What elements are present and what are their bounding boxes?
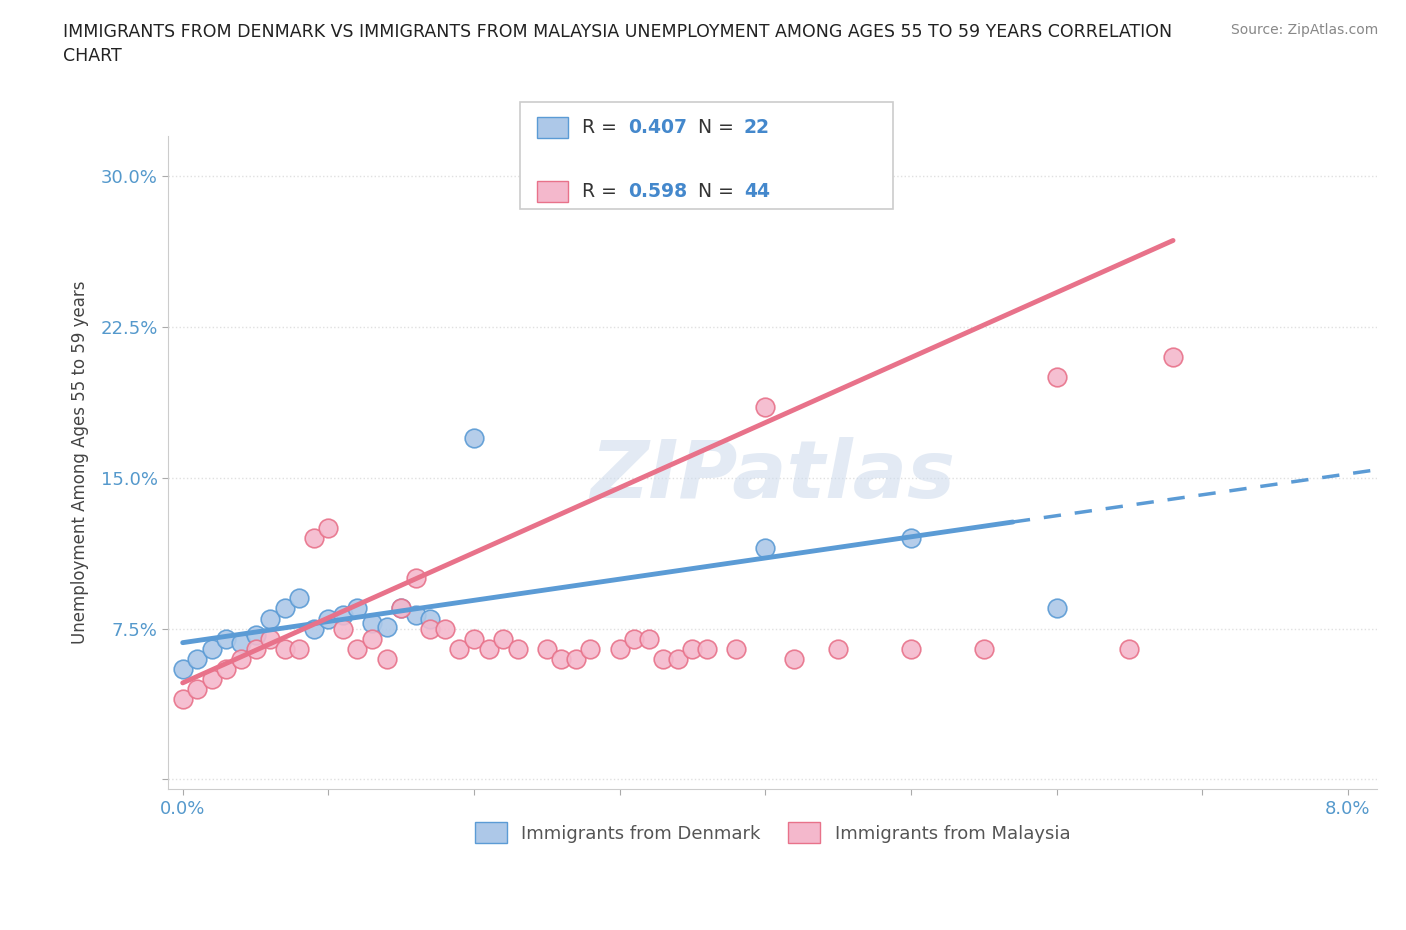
Point	[783, 651, 806, 666]
Point	[609, 642, 631, 657]
Point	[302, 621, 325, 636]
Point	[827, 642, 849, 657]
Point	[172, 692, 194, 707]
Point	[332, 607, 354, 622]
Point	[361, 615, 384, 630]
Point	[405, 571, 427, 586]
Point	[186, 651, 208, 666]
Point	[506, 642, 529, 657]
Point	[536, 642, 558, 657]
Point	[666, 651, 689, 666]
Point	[186, 682, 208, 697]
Text: 44: 44	[744, 182, 769, 201]
Text: 0.407: 0.407	[628, 118, 688, 137]
Point	[288, 642, 311, 657]
Point	[318, 521, 340, 536]
Point	[229, 651, 252, 666]
Text: R =: R =	[582, 182, 623, 201]
Point	[172, 661, 194, 676]
Point	[318, 611, 340, 626]
Text: IMMIGRANTS FROM DENMARK VS IMMIGRANTS FROM MALAYSIA UNEMPLOYMENT AMONG AGES 55 T: IMMIGRANTS FROM DENMARK VS IMMIGRANTS FR…	[63, 23, 1173, 65]
Point	[361, 631, 384, 646]
Point	[725, 642, 748, 657]
Point	[288, 591, 311, 605]
Point	[273, 601, 295, 616]
Point	[346, 642, 368, 657]
Text: ZIPatlas: ZIPatlas	[591, 437, 955, 514]
Point	[652, 651, 675, 666]
Point	[346, 601, 368, 616]
Point	[302, 531, 325, 546]
Point	[1045, 601, 1067, 616]
Point	[463, 631, 485, 646]
Point	[463, 430, 485, 445]
Point	[550, 651, 572, 666]
Point	[579, 642, 602, 657]
Point	[754, 540, 776, 555]
Point	[375, 651, 398, 666]
Point	[973, 642, 995, 657]
Point	[492, 631, 515, 646]
Point	[332, 621, 354, 636]
Point	[419, 611, 441, 626]
Point	[375, 619, 398, 634]
Point	[637, 631, 659, 646]
Point	[201, 642, 224, 657]
Point	[245, 627, 267, 642]
Point	[1161, 350, 1184, 365]
Text: Source: ZipAtlas.com: Source: ZipAtlas.com	[1230, 23, 1378, 37]
Y-axis label: Unemployment Among Ages 55 to 59 years: Unemployment Among Ages 55 to 59 years	[72, 281, 89, 644]
Point	[681, 642, 703, 657]
Text: R =: R =	[582, 118, 623, 137]
Point	[477, 642, 499, 657]
Text: N =: N =	[686, 118, 740, 137]
Point	[259, 611, 281, 626]
Text: 22: 22	[744, 118, 769, 137]
Text: 0.598: 0.598	[628, 182, 688, 201]
Point	[449, 642, 471, 657]
Point	[565, 651, 588, 666]
Point	[623, 631, 645, 646]
Point	[215, 631, 238, 646]
Point	[229, 635, 252, 650]
Point	[273, 642, 295, 657]
Point	[419, 621, 441, 636]
Point	[1045, 370, 1067, 385]
Point	[201, 671, 224, 686]
Point	[754, 400, 776, 415]
Legend: Immigrants from Denmark, Immigrants from Malaysia: Immigrants from Denmark, Immigrants from…	[465, 814, 1080, 852]
Point	[1118, 642, 1140, 657]
Point	[900, 642, 922, 657]
Point	[389, 601, 412, 616]
Text: N =: N =	[686, 182, 740, 201]
Point	[900, 531, 922, 546]
Point	[405, 607, 427, 622]
Point	[215, 661, 238, 676]
Point	[389, 601, 412, 616]
Point	[245, 642, 267, 657]
Point	[259, 631, 281, 646]
Point	[433, 621, 456, 636]
Point	[696, 642, 718, 657]
